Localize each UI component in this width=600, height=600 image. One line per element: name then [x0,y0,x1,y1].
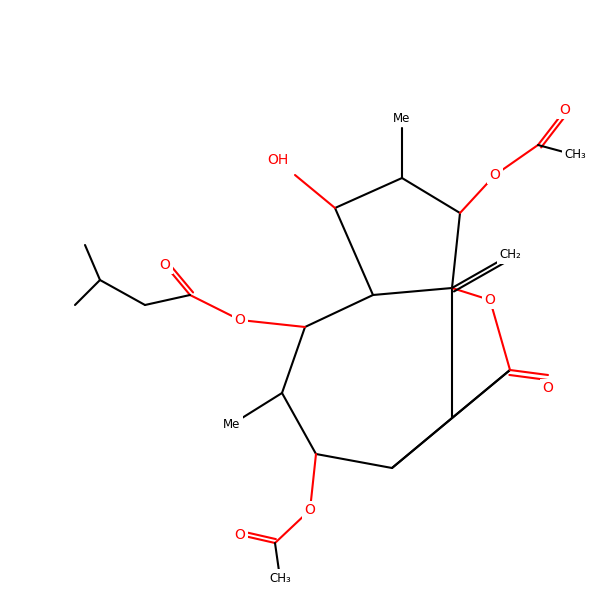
Text: O: O [542,381,553,395]
Text: Me: Me [394,112,410,124]
Text: O: O [485,293,496,307]
Text: OH: OH [268,153,289,167]
Text: O: O [305,503,316,517]
Text: CH₂: CH₂ [499,248,521,262]
Text: O: O [490,168,500,182]
Text: Me: Me [223,419,241,431]
Text: CH₃: CH₃ [564,148,586,161]
Text: O: O [560,103,571,117]
Text: CH₃: CH₃ [269,571,291,584]
Text: O: O [235,313,245,327]
Text: O: O [160,258,170,272]
Text: O: O [235,528,245,542]
